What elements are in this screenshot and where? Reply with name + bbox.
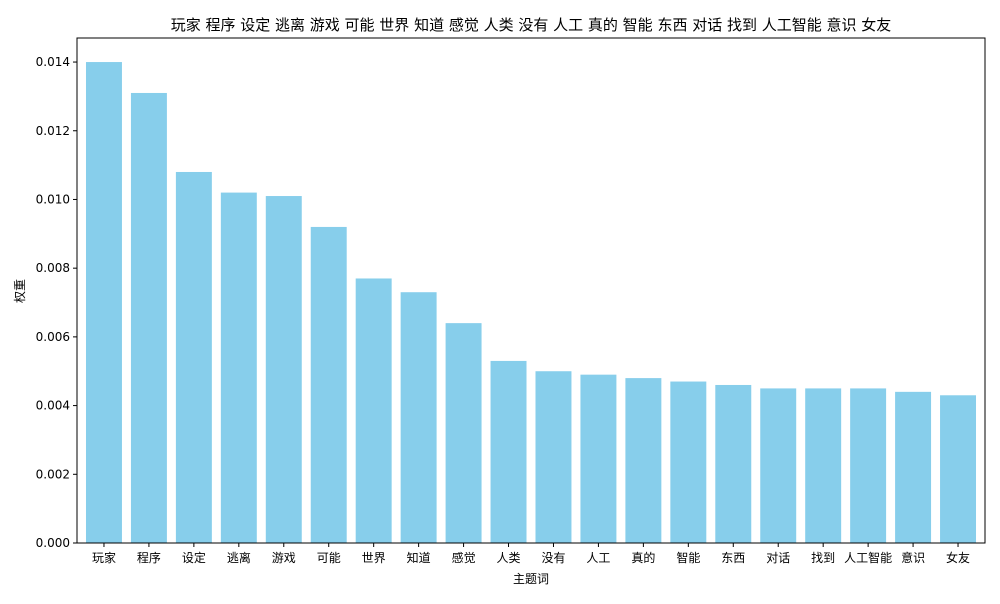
x-axis-title: 主题词 [513,572,549,586]
bar-找到 [805,388,842,543]
bar-感觉 [445,323,482,543]
x-tick-label: 真的 [631,550,655,565]
plot-frame [76,37,986,544]
bar-意识 [895,391,932,543]
x-tick-label: 程序 [137,550,161,565]
bar-世界 [355,278,392,543]
x-tick-label: 东西 [721,551,745,565]
bar-女友 [940,395,977,543]
bar-可能 [310,226,347,544]
bar-人工 [580,374,617,543]
bar-游戏 [265,196,302,543]
x-tick-label: 人工 [586,551,610,565]
y-tick-label: 0.002 [36,467,70,481]
bar-逃离 [220,192,257,543]
y-tick-label: 0.006 [36,330,70,344]
bar-设定 [175,171,212,543]
x-tick-label: 知道 [407,551,431,565]
y-tick-label: 0.014 [36,55,70,69]
x-tick-label: 设定 [182,550,206,565]
x-tick-label: 游戏 [272,551,296,565]
bar-对话 [760,388,797,543]
x-tick-label: 对话 [766,551,790,565]
y-tick-label: 0.012 [36,124,70,138]
x-tick-label: 找到 [811,551,835,565]
bar-知道 [400,292,437,543]
axes-layer: 玩家 程序 设定 逃离 游戏 可能 世界 知道 感觉 人类 没有 人工 真的 智能 东西 对话 找到 人工智能 意识… [36,37,986,565]
bar-没有 [535,371,572,543]
y-tick-label: 0.010 [36,192,70,206]
x-tick-label: 人工智能 [844,550,892,565]
x-tick-label: 智能 [676,550,700,565]
y-tick-label: 0.004 [36,399,70,413]
x-tick-label: 意识 [901,550,925,565]
x-tick-label: 感觉 [452,550,476,565]
x-tick-label: 世界 [362,551,386,565]
bar-人类 [490,360,527,543]
bar-程序 [130,92,167,543]
bar-真的 [625,378,662,543]
x-tick-label: 女友 [946,550,970,565]
bar-东西 [715,384,752,543]
bar-人工智能 [850,388,887,543]
y-tick-label: 0.008 [36,261,70,275]
x-tick-label: 玩家 [92,550,116,565]
bar-玩家 [85,62,122,544]
x-tick-label: 人类 [497,551,521,565]
bars-layer [85,62,977,544]
x-tick-label: 逃离 [227,550,251,565]
x-tick-label: 没有 [541,550,565,565]
y-tick-label: 0.000 [36,536,70,550]
chart-title: 玩家 程序 设定 逃离 游戏 可能 世界 知道 感觉 人类 没有 人工 真的 智… [171,16,892,34]
x-tick-label: 可能 [317,551,341,565]
y-axis-title: 权重 [13,279,27,303]
bar-智能 [670,381,707,543]
